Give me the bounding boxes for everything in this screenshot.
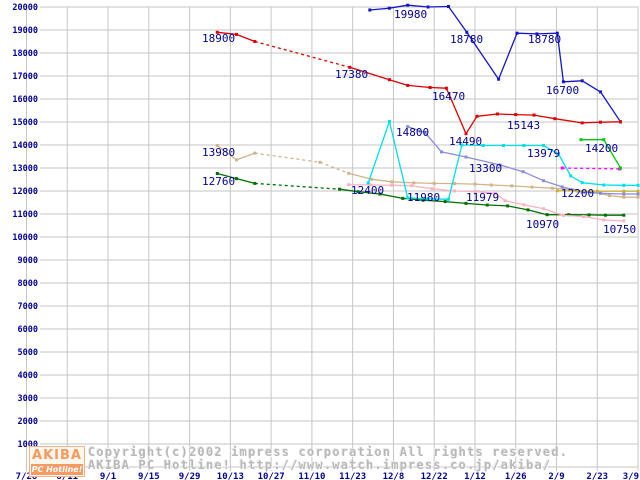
svg-text:13000: 13000	[12, 164, 38, 174]
red-line	[215, 30, 622, 136]
svg-text:2000: 2000	[18, 417, 38, 427]
svg-text:10/27: 10/27	[258, 472, 285, 480]
svg-text:16000: 16000	[12, 95, 38, 105]
svg-text:9/15: 9/15	[138, 472, 160, 480]
svg-text:1/26: 1/26	[505, 472, 527, 480]
svg-text:18000: 18000	[12, 49, 38, 59]
logo-subtitle: PC Hotline!	[31, 464, 83, 475]
svg-text:20000: 20000	[12, 3, 38, 13]
svg-text:11/10: 11/10	[298, 472, 325, 480]
pink-line	[347, 183, 626, 223]
svg-text:15143: 15143	[507, 119, 540, 132]
svg-text:10000: 10000	[12, 233, 38, 243]
svg-text:14490: 14490	[449, 135, 482, 148]
svg-text:11980: 11980	[407, 191, 440, 204]
purple-line	[406, 125, 640, 196]
copyright-line2: AKIBA PC Hotline! http://www.watch.impre…	[88, 458, 552, 472]
khaki-line	[555, 189, 640, 193]
svg-text:16700: 16700	[546, 84, 579, 97]
svg-text:3/9: 3/9	[623, 472, 639, 480]
x-axis-labels: 7/288/119/19/159/2910/1310/2711/1011/231…	[16, 472, 639, 480]
svg-text:14800: 14800	[396, 126, 429, 139]
svg-text:1000: 1000	[18, 440, 38, 450]
svg-text:7/28: 7/28	[16, 472, 38, 480]
svg-text:6000: 6000	[18, 325, 38, 335]
svg-text:10970: 10970	[526, 218, 559, 231]
y-axis-labels: 0100020003000400050006000700080009000100…	[12, 3, 38, 473]
svg-text:15000: 15000	[12, 118, 38, 128]
svg-text:9000: 9000	[18, 256, 38, 266]
svg-text:5000: 5000	[18, 348, 38, 358]
svg-text:17380: 17380	[335, 68, 368, 81]
svg-text:12000: 12000	[12, 187, 38, 197]
svg-text:10750: 10750	[603, 223, 636, 236]
svg-text:13980: 13980	[202, 146, 235, 159]
svg-text:18780: 18780	[450, 33, 483, 46]
svg-text:12400: 12400	[351, 184, 384, 197]
svg-text:18900: 18900	[202, 32, 235, 45]
svg-text:16470: 16470	[432, 90, 465, 103]
svg-text:11000: 11000	[12, 210, 38, 220]
darkgreen-line	[215, 172, 626, 217]
svg-text:13300: 13300	[469, 162, 502, 175]
svg-text:12/8: 12/8	[383, 472, 405, 480]
svg-text:2/23: 2/23	[586, 472, 608, 480]
svg-text:4000: 4000	[18, 371, 38, 381]
svg-text:12/22: 12/22	[421, 472, 448, 480]
svg-text:19980: 19980	[394, 8, 427, 21]
brightgreen-line	[579, 138, 622, 170]
chart-grid	[26, 6, 639, 471]
svg-text:9/1: 9/1	[100, 472, 116, 480]
svg-text:12760: 12760	[202, 175, 235, 188]
svg-text:17000: 17000	[12, 72, 38, 82]
svg-text:10/13: 10/13	[217, 472, 244, 480]
svg-text:7000: 7000	[18, 302, 38, 312]
svg-text:18780: 18780	[528, 33, 561, 46]
svg-text:2/9: 2/9	[548, 472, 564, 480]
price-labels: 19980 18900 18780 18780 17380 16470 16700 15143…	[202, 8, 636, 236]
akiba-pc-hotline-logo: AKIBA PC Hotline!	[29, 446, 85, 477]
copyright-line1: Copyright(c)2002 impress corporation All…	[88, 445, 569, 459]
logo-title: AKIBA	[32, 448, 82, 463]
svg-text:1/12: 1/12	[464, 472, 486, 480]
svg-text:14200: 14200	[585, 142, 618, 155]
svg-text:8000: 8000	[18, 279, 38, 289]
svg-text:3000: 3000	[18, 394, 38, 404]
svg-text:14000: 14000	[12, 141, 38, 151]
navy-line	[368, 3, 622, 124]
svg-text:11/23: 11/23	[339, 472, 366, 480]
svg-text:19000: 19000	[12, 26, 38, 36]
cyan-line	[366, 120, 640, 201]
svg-text:13979: 13979	[527, 147, 560, 160]
svg-text:11979: 11979	[466, 191, 499, 204]
svg-text:9/29: 9/29	[179, 472, 201, 480]
svg-text:12200: 12200	[561, 187, 594, 200]
